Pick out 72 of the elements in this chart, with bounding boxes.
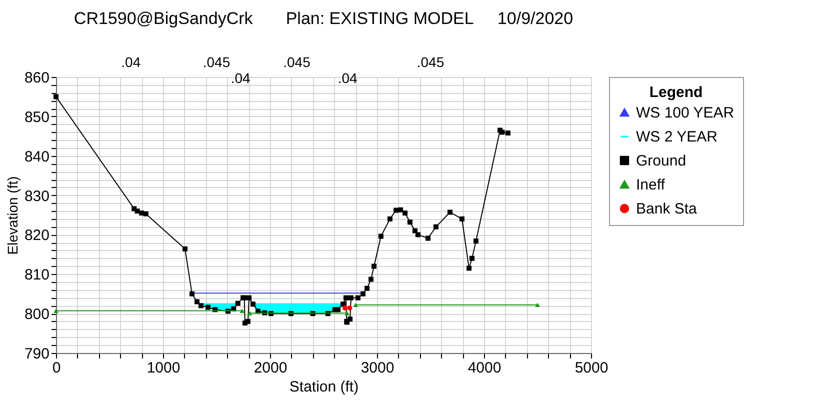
point <box>347 306 352 311</box>
point <box>182 246 188 252</box>
x-tick-label: 5000 <box>574 360 608 376</box>
point <box>353 302 358 308</box>
legend-label: Ineff <box>636 176 666 194</box>
y-axis-title: Elevation (ft) <box>4 176 20 255</box>
point <box>426 236 431 241</box>
point <box>466 266 472 271</box>
y-tick-label: 810 <box>24 266 50 284</box>
point <box>194 299 200 304</box>
point <box>348 295 354 300</box>
point <box>250 302 256 307</box>
point <box>198 303 204 308</box>
x-tick-label: 1000 <box>146 360 180 376</box>
text: .045 <box>416 54 444 70</box>
legend-label: Bank Sta <box>636 200 698 218</box>
y-tick-label: 830 <box>24 188 50 205</box>
x-tick-label: 4000 <box>468 360 502 376</box>
point <box>415 232 420 238</box>
y-tick-label: 860 <box>24 70 50 86</box>
text: .045 <box>202 54 230 70</box>
point <box>336 307 341 312</box>
point <box>54 94 58 100</box>
point <box>245 318 250 324</box>
point <box>143 211 148 216</box>
point <box>54 308 58 313</box>
point <box>372 264 377 269</box>
point <box>355 295 360 300</box>
point <box>535 302 540 308</box>
point <box>340 302 346 307</box>
point <box>368 276 374 282</box>
point <box>344 311 350 316</box>
annotation: .04 <box>230 70 251 86</box>
point <box>364 286 370 291</box>
point <box>407 220 412 225</box>
y-tick-label: 850 <box>24 108 50 126</box>
text: .04 <box>121 54 141 70</box>
point <box>343 295 348 300</box>
legend-label: WS 2 YEAR <box>636 128 718 146</box>
point <box>473 238 478 244</box>
point <box>459 216 464 222</box>
point <box>447 210 452 215</box>
x-axis-title: Station (ft) <box>289 378 359 396</box>
point <box>378 234 384 239</box>
point <box>247 311 252 316</box>
point <box>402 210 408 216</box>
y-tick-label: 840 <box>24 148 50 166</box>
y-tick-label: 790 <box>24 346 50 362</box>
x-tick-label: 3000 <box>360 360 394 376</box>
point <box>470 256 475 261</box>
legend-label: WS 100 YEAR <box>636 104 734 122</box>
y-tick-label: 820 <box>24 227 50 244</box>
x-tick-label: 2000 <box>254 360 288 376</box>
point <box>139 210 144 216</box>
legend-label: Ground <box>636 152 686 170</box>
chart-title: CR1590@BigSandyCrk Plan: EXISTING MODEL 10/9/2020 <box>74 9 574 28</box>
y-tick-label: 800 <box>24 306 50 324</box>
point <box>246 295 252 300</box>
point <box>433 224 438 230</box>
point <box>505 130 510 136</box>
point <box>240 308 245 313</box>
x-tick-label: 0 <box>52 360 61 376</box>
annotation: .04 <box>338 70 358 86</box>
point <box>342 306 348 311</box>
legend-title: Legend <box>649 84 703 101</box>
point <box>387 216 392 222</box>
point <box>348 316 353 322</box>
point <box>398 207 404 212</box>
point <box>394 208 399 213</box>
point <box>205 304 210 310</box>
point <box>235 300 240 306</box>
text: .045 <box>283 54 311 70</box>
